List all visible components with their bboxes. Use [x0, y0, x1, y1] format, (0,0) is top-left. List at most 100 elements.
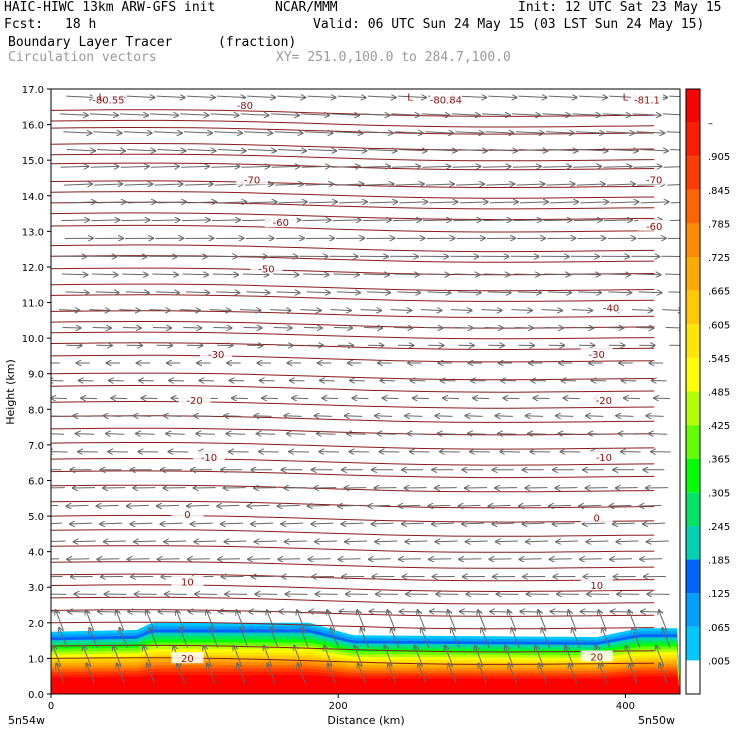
x-axis: 0 200 400: [48, 694, 635, 712]
circulation-vector: [545, 132, 574, 133]
circulation-vector: [191, 523, 213, 524]
circulation-vector: [580, 202, 608, 203]
circulation-vector: [407, 434, 426, 435]
isotherm-line: [51, 573, 655, 582]
circulation-vector: [357, 610, 366, 631]
circulation-vector: [337, 96, 366, 97]
y-tick-label: 5.0: [28, 512, 44, 523]
circulation-vector: [586, 416, 604, 417]
circulation-vector: [512, 166, 541, 167]
valid-time: Valid: 06 UTC Sun 24 May 15 (03 LST Sun …: [313, 17, 705, 32]
isotherm-line: [51, 415, 655, 423]
circulation-vector: [542, 628, 550, 648]
colorbar-swatch: [686, 189, 700, 224]
circulation-vector: [643, 523, 666, 524]
circulation-vector: [239, 310, 261, 311]
isotherm-line: [51, 644, 655, 653]
colorbar-swatch: [686, 492, 700, 526]
circulation-vector: [367, 292, 390, 293]
circulation-vector: [483, 220, 511, 221]
contour-label: 0: [184, 510, 190, 521]
circulation-vector: [573, 220, 602, 221]
circulation-vector: [221, 523, 243, 524]
circulation-vector: [513, 220, 542, 221]
circulation-vector: [539, 664, 548, 684]
circulation-vector: [383, 398, 399, 399]
circulation-vector: [278, 505, 300, 506]
circulation-vector: [264, 646, 273, 666]
circulation-vector: [668, 291, 680, 293]
circulation-vector: [270, 628, 279, 648]
contour-label-bg: [587, 451, 620, 463]
circulation-vector: [538, 610, 547, 631]
circulation-vector: [372, 523, 394, 524]
circulation-vector: [545, 327, 563, 328]
circulation-vector: [328, 664, 336, 684]
circulation-vector: [304, 132, 333, 133]
circulation-vector: [667, 184, 680, 186]
circulation-vector: [279, 611, 302, 612]
circulation-vector: [616, 416, 634, 417]
circulation-vector: [387, 610, 396, 631]
circulation-vector: [541, 310, 563, 311]
circulation-vector: [569, 664, 578, 684]
circulation-vector: [397, 96, 426, 97]
circulation-vector: [418, 664, 427, 684]
fcst-label: Fcst:: [4, 17, 44, 32]
contour-label: -70: [244, 176, 260, 187]
circulation-vector: [520, 559, 542, 560]
circulation-vector: [481, 628, 490, 648]
circulation-vector: [180, 114, 208, 115]
colorbar-label: .665: [708, 287, 730, 298]
circulation-vector: [512, 628, 520, 648]
circulation-vector: [399, 559, 421, 560]
circulation-vector: [453, 274, 480, 275]
circulation-vector: [520, 202, 548, 203]
circulation-vector: [391, 628, 400, 648]
colorbar-label: .545: [708, 354, 730, 365]
circulation-vector: [481, 310, 502, 311]
circulation-vector: [363, 274, 389, 275]
circulation-vector: [156, 96, 185, 97]
circulation-vector: [588, 434, 607, 435]
contour-label-bg: [178, 394, 211, 406]
circulation-vector: [393, 274, 420, 275]
circulation-vector: [576, 132, 604, 133]
circulation-vector: [604, 220, 632, 221]
circulation-vector: [267, 664, 276, 684]
y-tick-label: 17.0: [22, 85, 44, 96]
circulation-vector: [424, 327, 443, 328]
circulation-vector: [634, 274, 661, 275]
circulation-vector: [59, 628, 68, 648]
circulation-vector: [247, 150, 276, 151]
circulation-vector: [234, 646, 242, 666]
contour-label-bg: [580, 579, 613, 591]
circulation-vector: [241, 166, 269, 167]
circulation-vector: [512, 114, 540, 115]
tracer-fill-layer: [51, 622, 680, 694]
circulation-vector: [662, 628, 671, 648]
circulation-vector: [216, 96, 245, 97]
circulation-vector: [377, 434, 396, 435]
circulation-vector: [111, 398, 128, 399]
circulation-vector: [134, 416, 151, 417]
circulation-vector: [602, 114, 631, 115]
circulation-vector: [459, 559, 482, 560]
circulation-vector: [119, 310, 139, 311]
circulation-vector: [91, 220, 119, 221]
circulation-vector: [188, 202, 216, 203]
contour-label: 0: [594, 514, 600, 525]
circulation-vector: [97, 559, 120, 560]
isotherm-line: [51, 545, 655, 553]
circulation-vector: [345, 541, 368, 542]
colorbar-swatch: [686, 223, 700, 258]
circulation-vector: [367, 96, 396, 97]
circulation-vector: [575, 327, 593, 328]
circulation-vector: [104, 541, 126, 542]
circulation-vector: [51, 540, 66, 543]
circulation-vector: [457, 292, 481, 293]
circulation-vector: [243, 327, 262, 328]
circulation-vector: [548, 292, 571, 293]
circulation-vector: [90, 166, 119, 167]
